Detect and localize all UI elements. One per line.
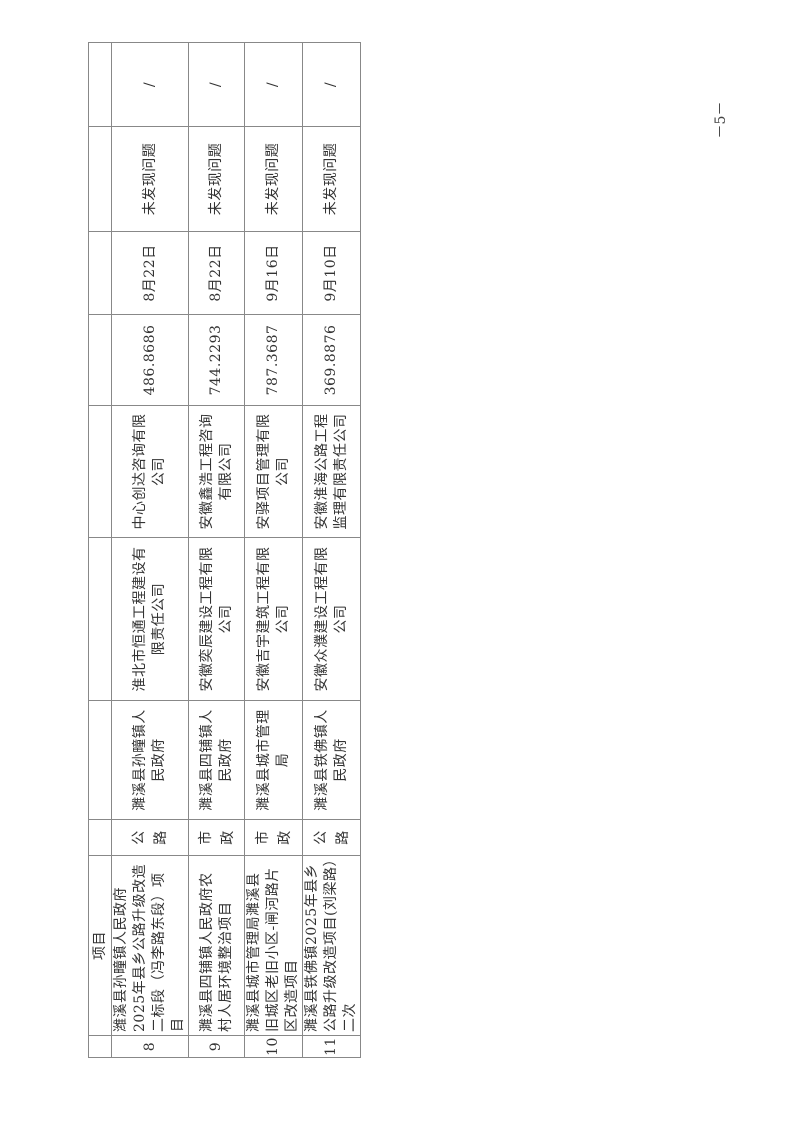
table-header-row: 项目 [88, 42, 112, 1058]
table-row: 11 濉溪县铁佛镇2025年县乡公路升级改造项目(刘梁路）二次 公 路 濉溪县铁… [302, 42, 361, 1058]
supervisor: 安徽鑫浩工程咨询有限公司 [188, 405, 245, 538]
table-row: 8 潍溪县孙疃镇人民政府2025年县乡公路升级改造二标段（冯李路东段）项目 公 … [111, 42, 189, 1058]
row-number: 11 [302, 1035, 361, 1058]
amount: 369.8876 [302, 314, 361, 406]
amount: 787.3687 [244, 314, 303, 406]
header-cell [88, 537, 112, 701]
project-name: 潍溪县孙疃镇人民政府2025年县乡公路升级改造二标段（冯李路东段）项目 [111, 855, 189, 1036]
amount: 744.2293 [188, 314, 245, 406]
date: 8月22日 [188, 231, 245, 315]
project-type: 公 路 [302, 819, 361, 856]
supervisor: 安徽淮海公路工程监理有限责任公司 [302, 405, 361, 538]
date: 9月16日 [244, 231, 303, 315]
supervisor: 安驿项目管理有限公司 [244, 405, 303, 538]
project-type: 市 政 [188, 819, 245, 856]
remark: / [244, 42, 303, 127]
header-cell [88, 126, 112, 232]
project-name: 濉溪县城市管理局濉溪县旧城区老旧小区-闸河路片区改造项目 [244, 855, 303, 1036]
amount: 486.8686 [111, 314, 189, 406]
project-type: 市 政 [244, 819, 303, 856]
issue: 未发现问题 [302, 126, 361, 232]
header-cell [88, 819, 112, 856]
table-row: 10 濉溪县城市管理局濉溪县旧城区老旧小区-闸河路片区改造项目 市 政 濉溪县城… [244, 42, 303, 1058]
header-cell [88, 700, 112, 820]
remark: / [188, 42, 245, 127]
issue: 未发现问题 [244, 126, 303, 232]
remark: / [302, 42, 361, 127]
issue: 未发现问题 [111, 126, 189, 232]
row-number: 8 [111, 1035, 189, 1058]
supervisor: 中心创达咨询有限公司 [111, 405, 189, 538]
table-row: 9 濉溪县四铺镇人民政府农村人居环境整治项目 市 政 濉溪县四铺镇人民政府 安徽… [188, 42, 245, 1058]
row-number: 10 [244, 1035, 303, 1058]
row-number: 9 [188, 1035, 245, 1058]
contractor: 安徽奕辰建设工程有限公司 [188, 537, 245, 701]
contractor: 安徽吉宇建筑工程有限公司 [244, 537, 303, 701]
project-name: 濉溪县四铺镇人民政府农村人居环境整治项目 [188, 855, 245, 1036]
project-name: 濉溪县铁佛镇2025年县乡公路升级改造项目(刘梁路）二次 [302, 855, 361, 1036]
header-cell [88, 42, 112, 127]
issue: 未发现问题 [188, 126, 245, 232]
header-cell [88, 1035, 112, 1058]
owner: 濉溪县孙疃镇人民政府 [111, 700, 189, 820]
header-cell [88, 405, 112, 538]
owner: 濉溪县城市管理局 [244, 700, 303, 820]
header-project: 项目 [88, 855, 112, 1036]
remark: / [111, 42, 189, 127]
header-cell [88, 231, 112, 315]
contractor: 安徽众濮建设工程有限公司 [302, 537, 361, 701]
header-cell [88, 314, 112, 406]
date: 9月10日 [302, 231, 361, 315]
date: 8月22日 [111, 231, 189, 315]
owner: 濉溪县铁佛镇人民政府 [302, 700, 361, 820]
project-table: 项目 8 潍溪县孙疃镇人民政府2025年县乡公路升级改造二标段（冯李路东段）项目… [88, 42, 361, 1058]
owner: 濉溪县四铺镇人民政府 [188, 700, 245, 820]
page-number: －5－ [713, 101, 729, 139]
contractor: 淮北市恒通工程建设有限责任公司 [111, 537, 189, 701]
project-type: 公 路 [111, 819, 189, 856]
